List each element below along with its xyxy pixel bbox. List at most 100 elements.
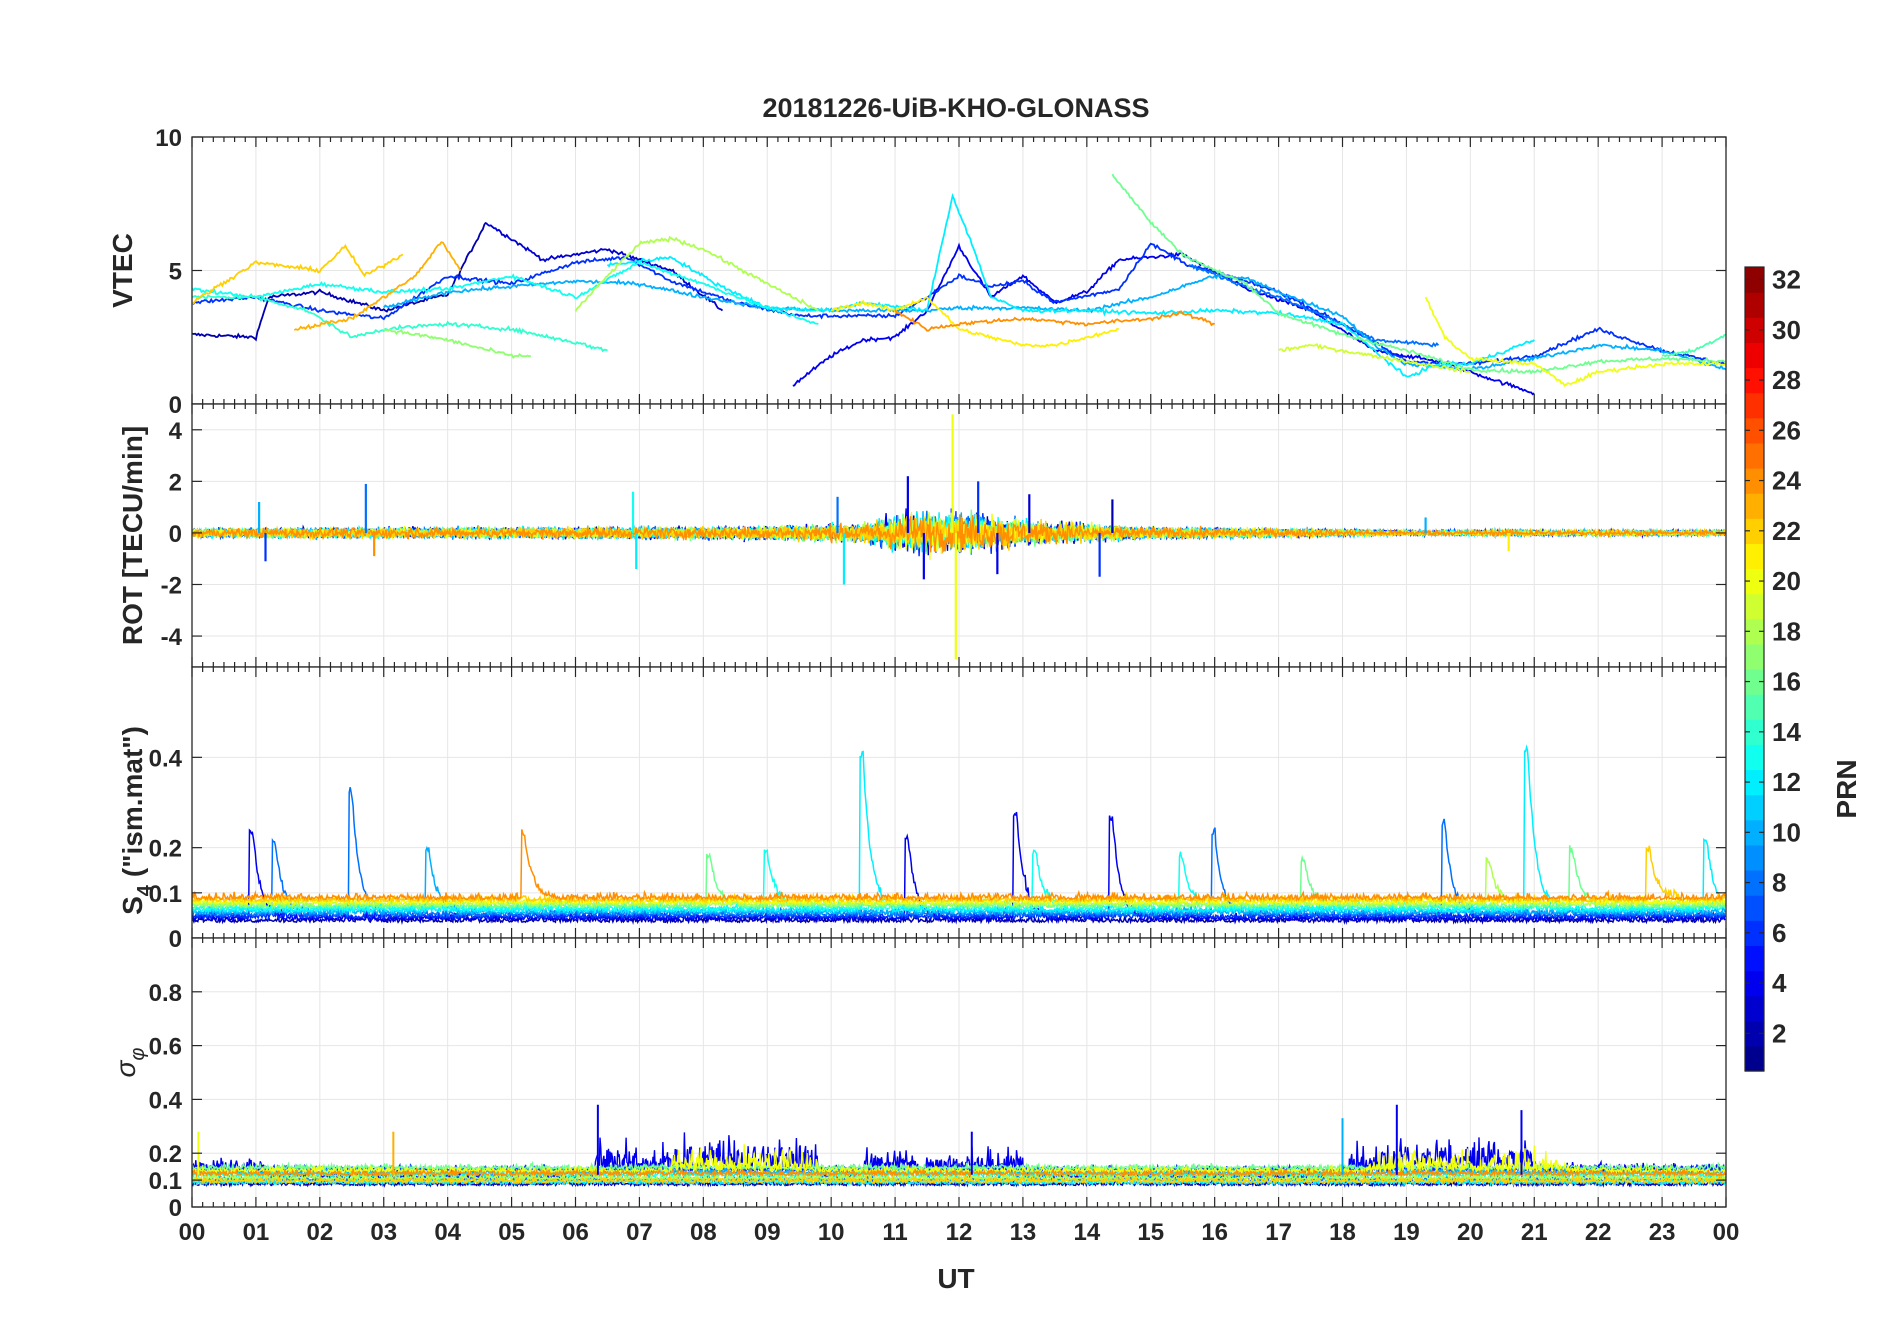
colorbar-swatch	[1745, 493, 1764, 519]
s4-series-prn-24	[192, 829, 1726, 903]
xtick-label: 11	[882, 1219, 907, 1246]
sigphi-series-prn-18	[192, 1170, 1726, 1183]
vtec-series-prn-16	[1111, 173, 1726, 375]
sigphi-series-prn-22	[192, 1173, 1726, 1186]
vtec-series-prn-3	[485, 222, 724, 312]
colorbar-tick-label: 22	[1772, 516, 1801, 546]
colorbar-swatch	[1745, 568, 1764, 595]
colorbar-swatch	[1745, 367, 1764, 394]
vtec-series-prn-15	[1661, 333, 1726, 358]
colorbar-swatch	[1745, 895, 1764, 921]
vtec-series-prn-10	[383, 273, 1726, 371]
series-group	[192, 744, 1726, 926]
sigphi-series-prn-24	[192, 1166, 1726, 1178]
vtec-series-prn-13	[192, 260, 819, 325]
ytick-label: 0.4	[149, 1087, 183, 1114]
sigphi-series-prn-16	[192, 1160, 1726, 1173]
y-axis-label-vtec: VTEC	[107, 233, 138, 308]
xtick-label: 14	[1073, 1219, 1100, 1246]
vtec-series-prn-17	[383, 328, 532, 359]
xtick-label: 01	[243, 1219, 270, 1246]
colorbar-tick-label: 24	[1772, 466, 1801, 496]
xtick-label: 19	[1393, 1219, 1420, 1246]
colorbar-swatch	[1745, 844, 1764, 871]
colorbar-swatch	[1745, 442, 1764, 469]
y-axis-label-rot: ROT [TECU/min]	[117, 426, 148, 645]
xtick-label: 04	[434, 1219, 461, 1246]
xtick-label: 22	[1585, 1219, 1612, 1246]
colorbar-tick-label: 18	[1772, 616, 1801, 646]
colorbar-tick-label: 6	[1772, 918, 1786, 948]
colorbar-tick-label: 10	[1772, 817, 1801, 847]
ticks	[191, 404, 1727, 667]
panel-rot: -4 -2 0 2 4 ROT [TECU/min]	[117, 403, 1727, 668]
colorbar-tick-label: 20	[1772, 566, 1801, 596]
colorbar-swatch	[1745, 970, 1764, 997]
colorbar-swatch	[1745, 819, 1764, 846]
vtec-series-prn-24	[894, 309, 1215, 332]
colorbar-tick-label: 28	[1772, 365, 1801, 395]
ytick-label: 4	[169, 418, 183, 445]
series-group	[192, 1104, 1726, 1188]
colorbar-label: PRN	[1831, 759, 1862, 818]
colorbar-swatch	[1745, 267, 1764, 293]
colorbar-swatch	[1745, 769, 1764, 796]
xtick-label: 13	[1010, 1219, 1037, 1246]
chart-title: 20181226-UiB-KHO-GLONASS	[762, 93, 1149, 123]
xtick-label: 07	[626, 1219, 653, 1246]
xtick-label: 08	[690, 1219, 717, 1246]
y-axis-label-sigphi: σφ	[110, 1048, 149, 1078]
ytick-label: 0	[169, 392, 182, 419]
colorbar-swatch	[1745, 317, 1764, 343]
colorbar-swatch	[1745, 417, 1764, 444]
colorbar-tick-label: 26	[1772, 415, 1801, 445]
xtick-label: 00	[1713, 1219, 1740, 1246]
xtick-label: 10	[818, 1219, 845, 1246]
ytick-label: 0	[169, 521, 182, 548]
colorbar-swatch	[1745, 392, 1764, 419]
ytick-label: 0.2	[149, 836, 182, 863]
panel-s4: 0 0.1 0.2 0.4S4("ism.mat")	[117, 666, 1727, 953]
xtick-label: 23	[1649, 1219, 1676, 1246]
series-group	[192, 414, 1726, 660]
colorbar-swatch	[1745, 593, 1764, 620]
colorbar-swatch	[1745, 669, 1764, 695]
vtec-series-prn-22	[192, 243, 404, 305]
vtec-series-prn-2	[192, 221, 487, 342]
ytick-label: -4	[161, 624, 183, 651]
vtec-series-prn-18	[574, 235, 819, 312]
colorbar-tick-label: 16	[1772, 667, 1801, 697]
ytick-label: 2	[169, 469, 182, 496]
xtick-label: 17	[1265, 1219, 1292, 1246]
s4-series-prn-13	[192, 848, 1726, 913]
ticks	[191, 667, 1727, 939]
vtec-series-prn-23	[293, 241, 462, 331]
ticks	[191, 938, 1727, 1208]
ytick-label: 0.4	[149, 745, 183, 772]
colorbar-swatch	[1745, 543, 1764, 570]
ytick-label: 5	[169, 259, 182, 286]
xtick-label: 12	[946, 1219, 973, 1246]
colorbar-tick-label: 4	[1772, 968, 1787, 998]
ticks	[191, 136, 1727, 405]
colorbar-swatch	[1745, 794, 1764, 821]
ytick-label: -2	[161, 572, 182, 599]
colorbar-swatch	[1745, 468, 1764, 494]
colorbar-swatch	[1745, 618, 1764, 645]
xtick-label: 15	[1137, 1219, 1164, 1246]
xtick-label: 03	[370, 1219, 397, 1246]
series-group	[192, 173, 1726, 396]
ytick-label: 0.8	[149, 980, 182, 1007]
vtec-series-prn-20	[1424, 296, 1726, 387]
vtec-series-prn-14	[192, 294, 608, 353]
colorbar-swatch	[1745, 995, 1764, 1022]
xtick-label: 16	[1201, 1219, 1228, 1246]
xtick-label: 00	[179, 1219, 206, 1246]
colorbar-swatch	[1745, 920, 1764, 946]
colorbar-swatch	[1745, 292, 1764, 318]
colorbar-tick-label: 32	[1772, 265, 1801, 295]
ytick-label: 0.6	[149, 1034, 182, 1061]
xtick-label: 18	[1329, 1219, 1356, 1246]
panel-vtec: 0 5 10 VTEC	[107, 125, 1727, 419]
